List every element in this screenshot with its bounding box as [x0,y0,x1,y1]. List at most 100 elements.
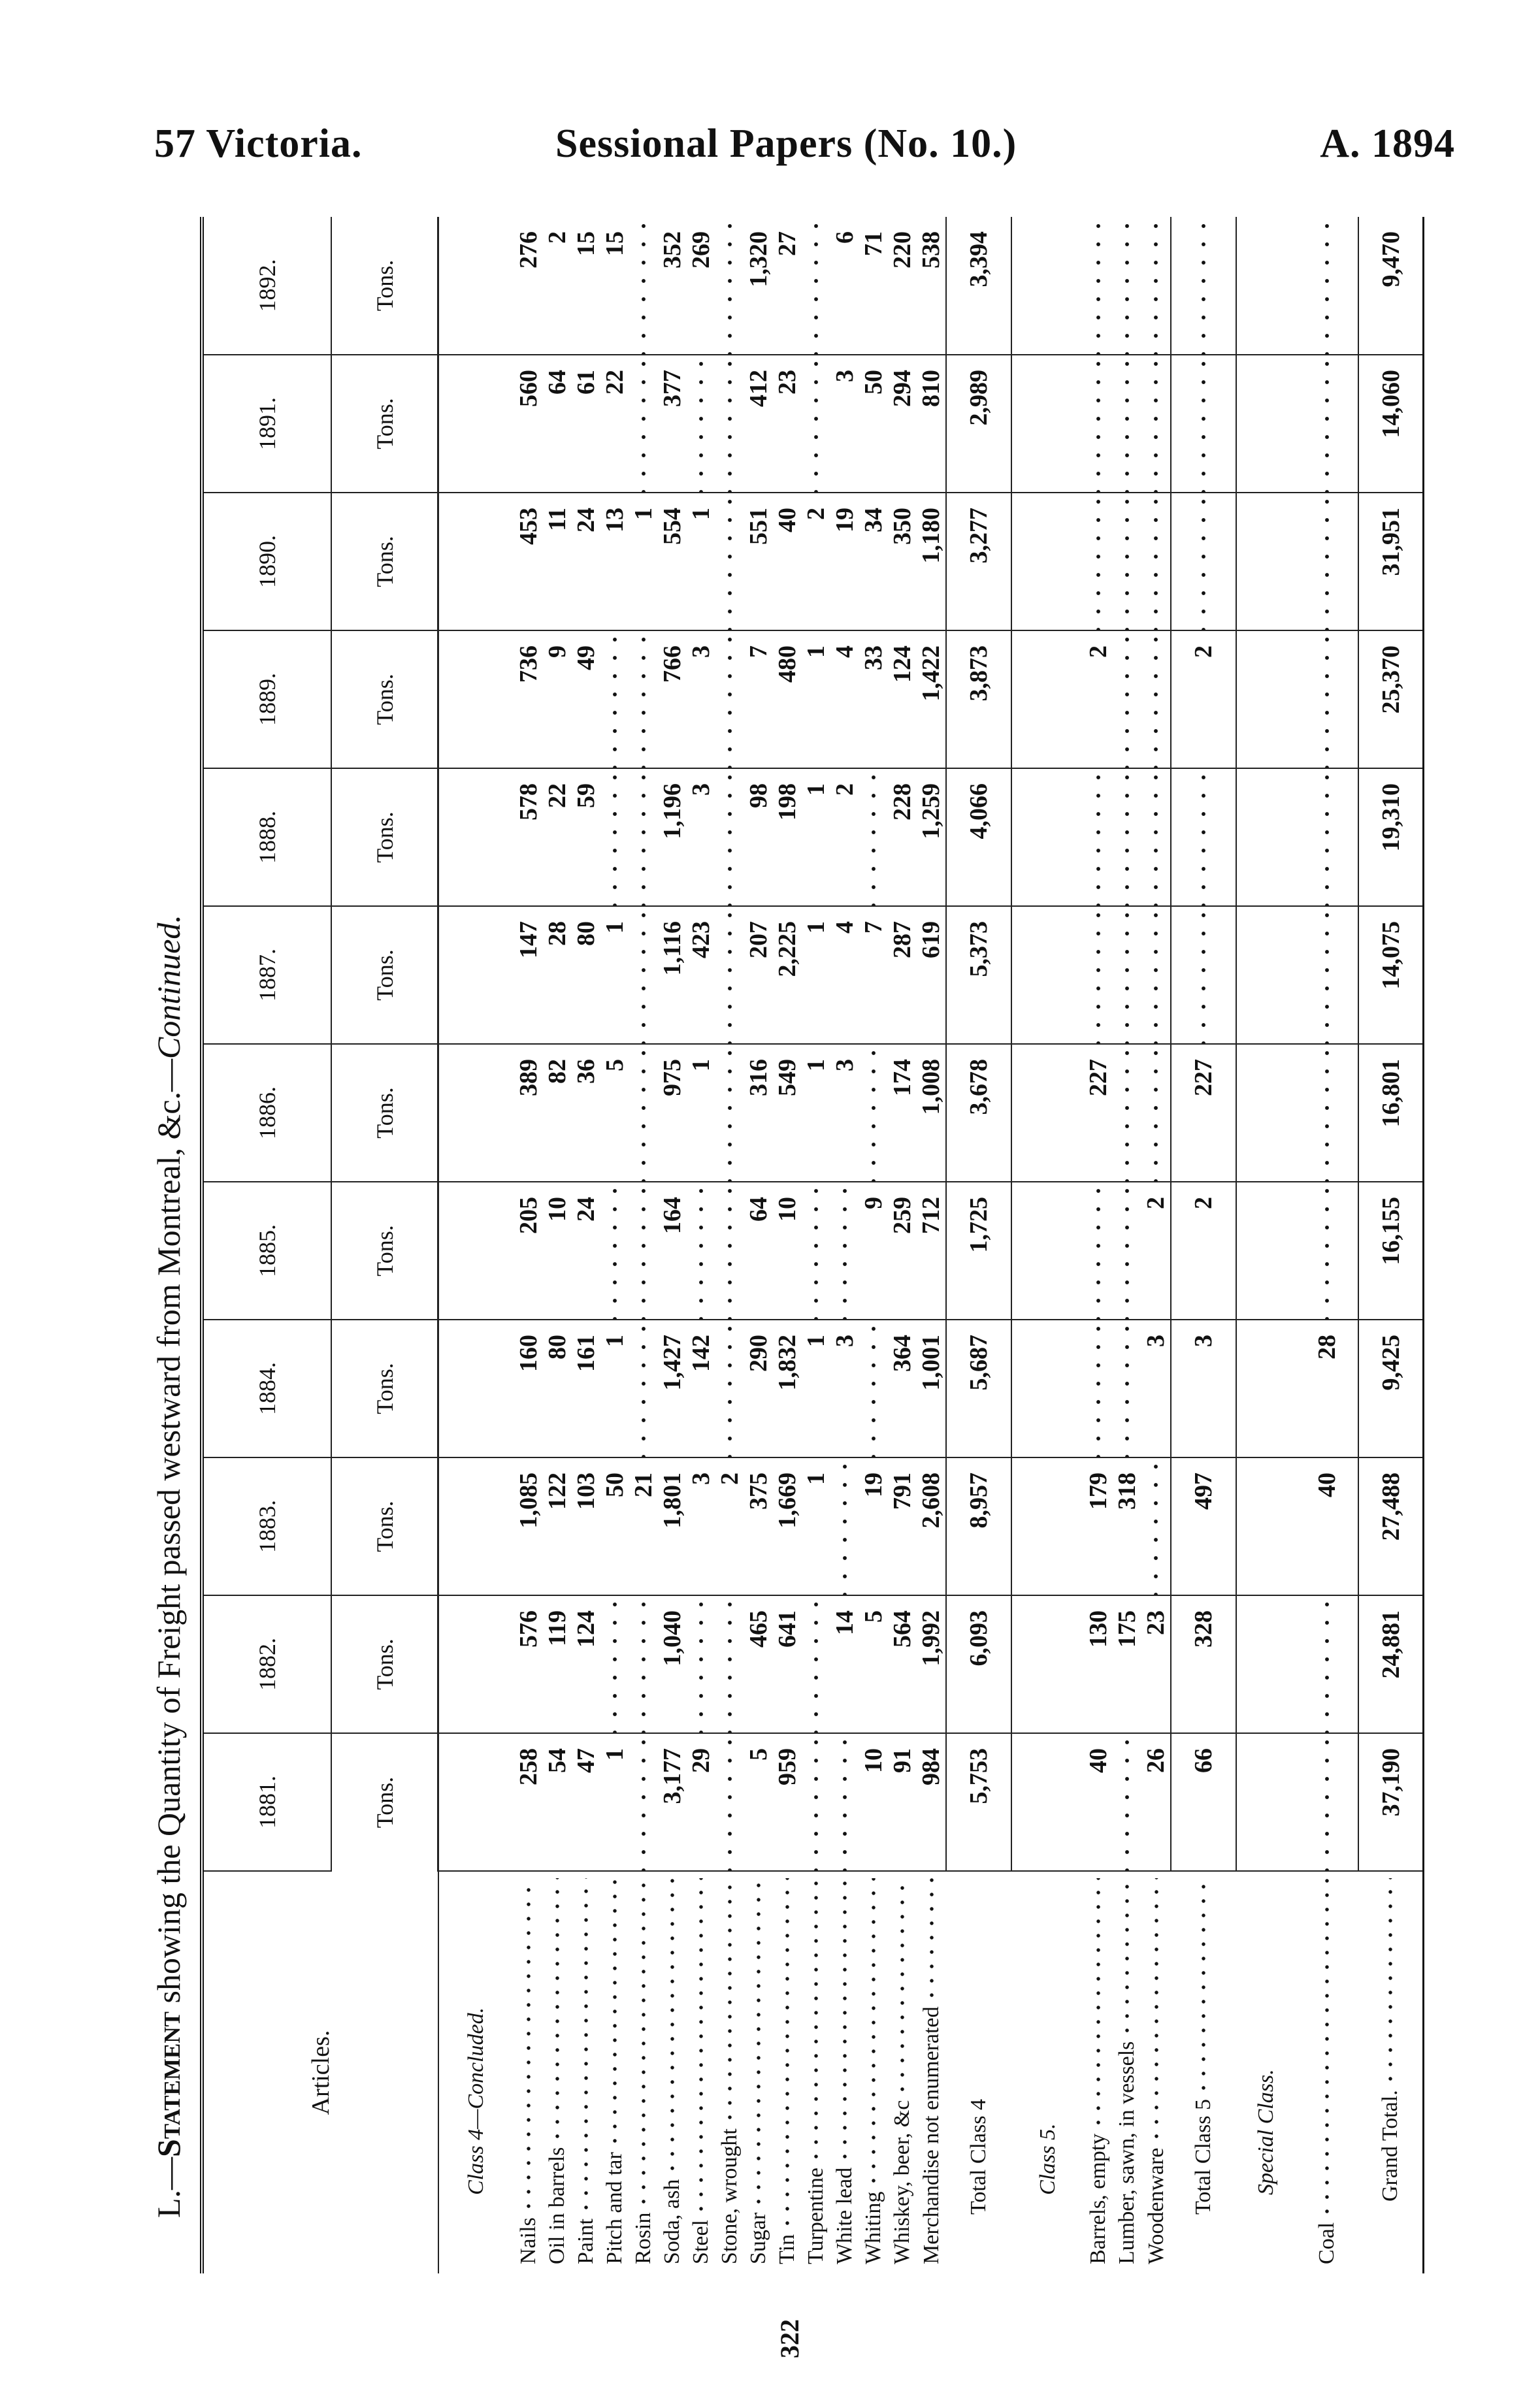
row-label: Steel [687,1871,715,2273]
value-cell: 19 [859,1457,888,1595]
class5-heading-label: Class 5. [1035,2123,1060,2195]
value-cell [830,1457,859,1595]
value-cell: 124 [888,630,917,768]
value-cell: 147 [514,906,543,1044]
value-cell: 554 [658,493,687,630]
unit-header: Tons. [331,1595,438,1733]
value-cell: 64 [543,355,572,493]
value-cell [1296,355,1358,493]
table-row: Barrels, empty 40 130 179 227 2 [1084,217,1113,2273]
unit-header: Tons. [331,906,438,1044]
value-cell [1113,355,1141,493]
row-label: Barrels, empty [1084,1871,1113,2273]
unit-header: Tons. [331,1320,438,1457]
value-cell [1296,906,1358,1044]
special-class-heading: Special Class. [1236,217,1296,2273]
dot-leader [1388,1878,1392,2087]
table-row: Whiting 10 5 19 9 7 33 34 50 71 [859,217,888,2273]
value-cell: 103 [572,1457,600,1595]
value-cell: 22 [543,768,572,906]
row-label-text: Merchandise not enumerated [919,2006,943,2264]
value-cell: 9 [859,1182,888,1320]
value-cell: 24,881 [1358,1595,1424,1733]
value-cell: 2 [543,217,572,355]
value-cell [1296,1595,1358,1733]
empty-cell [1236,1733,1296,1871]
value-cell: 2 [1084,630,1113,768]
empty-cell [1236,493,1296,630]
value-cell [1296,217,1358,355]
empty-cell [1011,217,1084,355]
value-cell: 13 [600,493,629,630]
special-class-heading-label: Special Class. [1253,2069,1278,2195]
value-cell: 5 [744,1733,773,1871]
empty-cell [1236,1182,1296,1320]
row-label-text: Paint [574,2219,598,2264]
row-label-text: Oil in barrels [545,2147,569,2264]
year-header: 1883. [202,1457,331,1595]
value-cell: 198 [773,768,802,906]
row-label-text: Sugar [746,2212,770,2264]
value-cell: 228 [888,768,917,906]
value-cell: 316 [744,1044,773,1182]
value-cell: 24 [572,1182,600,1320]
value-cell: 119 [543,1595,572,1733]
value-cell: 19,310 [1358,768,1424,906]
table-row: Oil in barrels 54 119 122 80 10 82 28 22 9 11 64 2 [543,217,572,2273]
table-row: Paint 47 124 103 161 24 36 80 59 49 24 61 15 [572,217,600,2273]
value-cell [802,1733,830,1871]
empty-cell [438,768,514,906]
dot-leader [929,1878,934,2003]
value-cell: 497 [1171,1457,1236,1595]
value-cell [629,906,658,1044]
value-cell: 2 [802,493,830,630]
empty-cell [438,630,514,768]
table-row: Stone, wrought 2 [715,217,744,2273]
value-cell [1296,1044,1358,1182]
value-cell: 1,427 [658,1320,687,1457]
value-cell [1113,768,1141,906]
value-cell [1084,906,1113,1044]
value-cell: 3 [830,1320,859,1457]
value-cell: 712 [917,1182,946,1320]
class4-heading-label: Class 4—Concluded. [464,2007,489,2195]
value-cell: 175 [1113,1595,1141,1733]
unit-header: Tons. [331,1182,438,1320]
table-row: Lumber, sawn, in vessels 175 318 [1113,217,1141,2273]
year-header: 1886. [202,1044,331,1182]
value-cell: 3,177 [658,1733,687,1871]
value-cell: 34 [859,493,888,630]
value-cell [1141,1457,1171,1595]
value-cell: 5,753 [946,1733,1011,1871]
value-cell: 11 [543,493,572,630]
value-cell: 50 [859,355,888,493]
value-cell [715,906,744,1044]
value-cell: 1,992 [917,1595,946,1733]
row-label-text: Woodenware [1143,2147,1168,2264]
value-cell: 350 [888,493,917,630]
value-cell: 47 [572,1733,600,1871]
value-cell: 1,725 [946,1182,1011,1320]
value-cell: 91 [888,1733,917,1871]
unit-header: Tons. [331,493,438,630]
row-label: Total Class 5 [1171,1871,1236,2273]
value-cell: 1 [802,906,830,1044]
dot-leader [757,1878,761,2209]
value-cell: 564 [888,1595,917,1733]
value-cell: 23 [773,355,802,493]
row-label-text: Coal [1315,2222,1339,2264]
value-cell [629,1320,658,1457]
row-label-text: Tin [775,2234,799,2264]
value-cell [715,768,744,906]
table-row: Tin 959 641 1,669 1,832 10 549 2,225 198 480 40 23 2… [773,217,802,2273]
value-cell [1113,906,1141,1044]
value-cell: 24 [572,493,600,630]
empty-cell [438,217,514,355]
unit-header: Tons. [331,768,438,906]
value-cell: 25,370 [1358,630,1424,768]
value-cell: 220 [888,217,917,355]
value-cell: 4 [830,630,859,768]
value-cell: 161 [572,1320,600,1457]
value-cell: 164 [658,1182,687,1320]
value-cell [715,1044,744,1182]
